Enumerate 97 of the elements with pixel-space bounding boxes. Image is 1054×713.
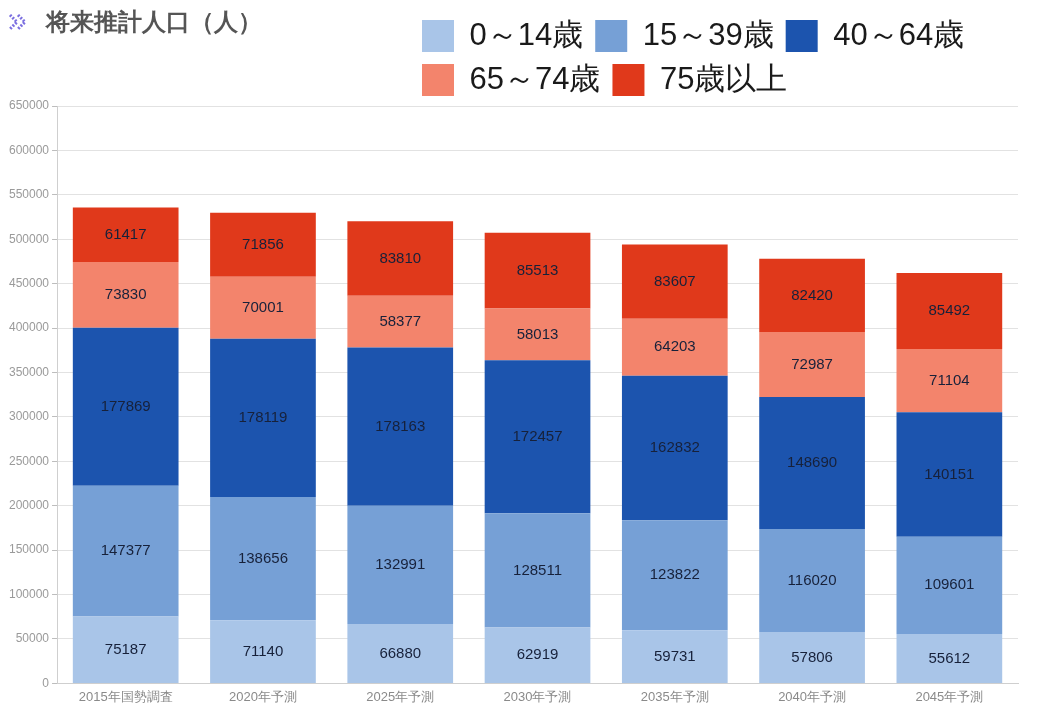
data-label: 123822 xyxy=(649,565,700,583)
bar xyxy=(484,308,591,361)
data-label: 72987 xyxy=(791,354,833,372)
bar xyxy=(484,627,591,683)
y-tick-label: 50000 xyxy=(15,631,50,646)
bar xyxy=(621,520,728,631)
data-label: 66880 xyxy=(379,643,422,661)
data-label: 128511 xyxy=(513,560,562,578)
data-label: 178163 xyxy=(375,416,426,434)
data-label: 55612 xyxy=(928,648,971,666)
bar xyxy=(210,497,316,621)
bar xyxy=(484,360,591,514)
data-label: 147377 xyxy=(100,541,151,559)
data-label: 71140 xyxy=(242,641,284,659)
bar xyxy=(347,505,454,624)
data-label: 178119 xyxy=(238,408,288,426)
bar xyxy=(896,348,1003,413)
data-label: 58013 xyxy=(516,324,559,342)
y-tick-label: 300000 xyxy=(9,409,50,424)
y-tick-label: 600000 xyxy=(9,142,50,157)
y-tick-label: 250000 xyxy=(9,453,50,468)
data-label: 71104 xyxy=(929,370,970,388)
data-label: 82420 xyxy=(791,285,833,303)
bar xyxy=(896,536,1003,634)
legend-label: 75歳以上 xyxy=(659,60,788,96)
bar xyxy=(72,485,179,617)
y-tick-label: 500000 xyxy=(9,231,50,246)
x-tick-label: 2040年予測 xyxy=(778,688,847,704)
bar xyxy=(72,207,179,263)
legend-label: 40～64歳 xyxy=(833,16,965,52)
bar xyxy=(72,262,179,328)
bar xyxy=(621,375,728,521)
data-label: 109601 xyxy=(924,575,975,593)
bar xyxy=(896,412,1003,537)
data-label: 73830 xyxy=(104,285,147,303)
data-label: 58377 xyxy=(379,311,422,329)
data-label: 177869 xyxy=(100,396,151,414)
y-tick-label: 150000 xyxy=(9,542,50,557)
bar xyxy=(72,616,179,683)
bar xyxy=(896,273,1003,349)
data-label: 71856 xyxy=(242,234,284,252)
data-label: 62919 xyxy=(516,645,559,663)
data-label: 85513 xyxy=(516,260,559,278)
x-tick-label: 2035年予測 xyxy=(640,688,709,704)
y-tick-label: 0 xyxy=(42,675,50,690)
y-tick-label: 650000 xyxy=(9,98,50,113)
legend-label: 0～14歳 xyxy=(469,16,584,52)
bar xyxy=(484,513,591,628)
data-label: 140151 xyxy=(924,464,975,482)
data-label: 75187 xyxy=(104,639,147,657)
legend-label: 15～39歳 xyxy=(642,16,774,52)
bar xyxy=(210,620,316,683)
bar xyxy=(347,347,454,506)
data-label: 116020 xyxy=(787,570,837,588)
data-label: 83607 xyxy=(653,271,696,289)
y-tick-label: 550000 xyxy=(9,187,50,202)
bar xyxy=(759,332,865,397)
x-tick-label: 2030年予測 xyxy=(503,688,572,704)
data-label: 138656 xyxy=(237,548,288,566)
data-label: 148690 xyxy=(787,453,838,471)
bar xyxy=(621,244,728,319)
data-label: 70001 xyxy=(242,297,284,315)
chart-title: 将来推計人口（人） xyxy=(46,7,262,37)
bar xyxy=(347,295,454,348)
bar xyxy=(484,232,591,309)
data-label: 162832 xyxy=(649,438,700,456)
y-tick-label: 200000 xyxy=(9,498,50,513)
data-label: 59731 xyxy=(653,646,696,664)
bar xyxy=(759,258,865,333)
data-label: 132991 xyxy=(375,555,426,573)
bar xyxy=(621,318,728,376)
data-label: 61417 xyxy=(104,224,147,242)
x-tick-label: 2020年予測 xyxy=(229,688,297,704)
y-tick-label: 350000 xyxy=(9,364,50,379)
y-tick-label: 400000 xyxy=(9,320,50,335)
data-label: 64203 xyxy=(653,337,696,355)
bar xyxy=(896,634,1003,683)
bar xyxy=(347,221,454,296)
bar xyxy=(621,630,728,683)
data-label: 57806 xyxy=(791,647,833,665)
x-tick-label: 2025年予測 xyxy=(366,688,435,704)
bar xyxy=(759,396,865,529)
x-tick-label: 2015年国勢調査 xyxy=(78,688,173,704)
x-tick-label: 2045年予測 xyxy=(915,688,984,704)
bar xyxy=(210,212,316,277)
bar xyxy=(759,528,865,633)
bar xyxy=(210,276,316,339)
y-tick-label: 100000 xyxy=(9,586,50,601)
bar xyxy=(759,632,865,683)
bar xyxy=(210,338,316,498)
data-label: 83810 xyxy=(379,248,422,266)
legend-label: 65～74歳 xyxy=(469,60,601,96)
data-label: 85492 xyxy=(928,301,971,319)
y-tick-label: 450000 xyxy=(9,275,50,290)
data-label: 172457 xyxy=(512,426,563,444)
bar xyxy=(72,327,179,486)
bar xyxy=(347,623,454,683)
